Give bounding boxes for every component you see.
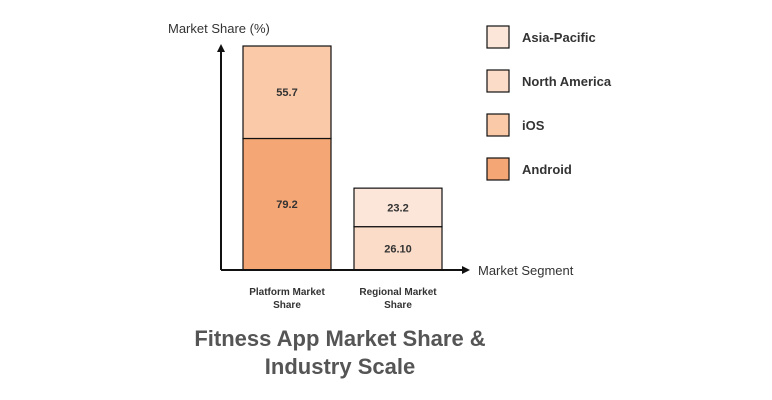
- chart-title-line-2: Industry Scale: [265, 354, 415, 379]
- legend: Asia-Pacific North America iOS Android: [486, 25, 612, 181]
- legend-label: Android: [522, 162, 572, 177]
- legend-swatch: [486, 69, 510, 93]
- legend-label: iOS: [522, 118, 545, 133]
- chart-title-line-1: Fitness App Market Share &: [194, 326, 485, 351]
- bar-value-label: 23.2: [387, 202, 408, 214]
- legend-swatch: [486, 113, 510, 137]
- x-tick-label: Platform Market: [249, 287, 325, 298]
- bars-layer: 79.2 55.7 26.10 23.2: [242, 45, 443, 271]
- x-axis-title: Market Segment: [478, 263, 574, 278]
- legend-label: North America: [522, 74, 612, 89]
- bar-segment-asia-pacific: [353, 187, 443, 228]
- legend-swatch: [486, 25, 510, 49]
- legend-label: Asia-Pacific: [522, 30, 596, 45]
- x-tick-label: Regional Market: [359, 287, 437, 298]
- bar-value-label: 55.7: [276, 87, 297, 99]
- bar-value-label: 26.10: [384, 243, 412, 255]
- bar-segment-android: [242, 137, 332, 271]
- legend-swatch: [486, 157, 510, 181]
- bar-segment-ios: [242, 45, 332, 140]
- y-axis-title: Market Share (%): [168, 21, 270, 36]
- bar-value-label: 79.2: [276, 199, 297, 211]
- x-tick-label: Share: [273, 300, 301, 311]
- category-labels: Platform Market Share Regional Market Share: [249, 287, 437, 311]
- x-tick-label: Share: [384, 300, 412, 311]
